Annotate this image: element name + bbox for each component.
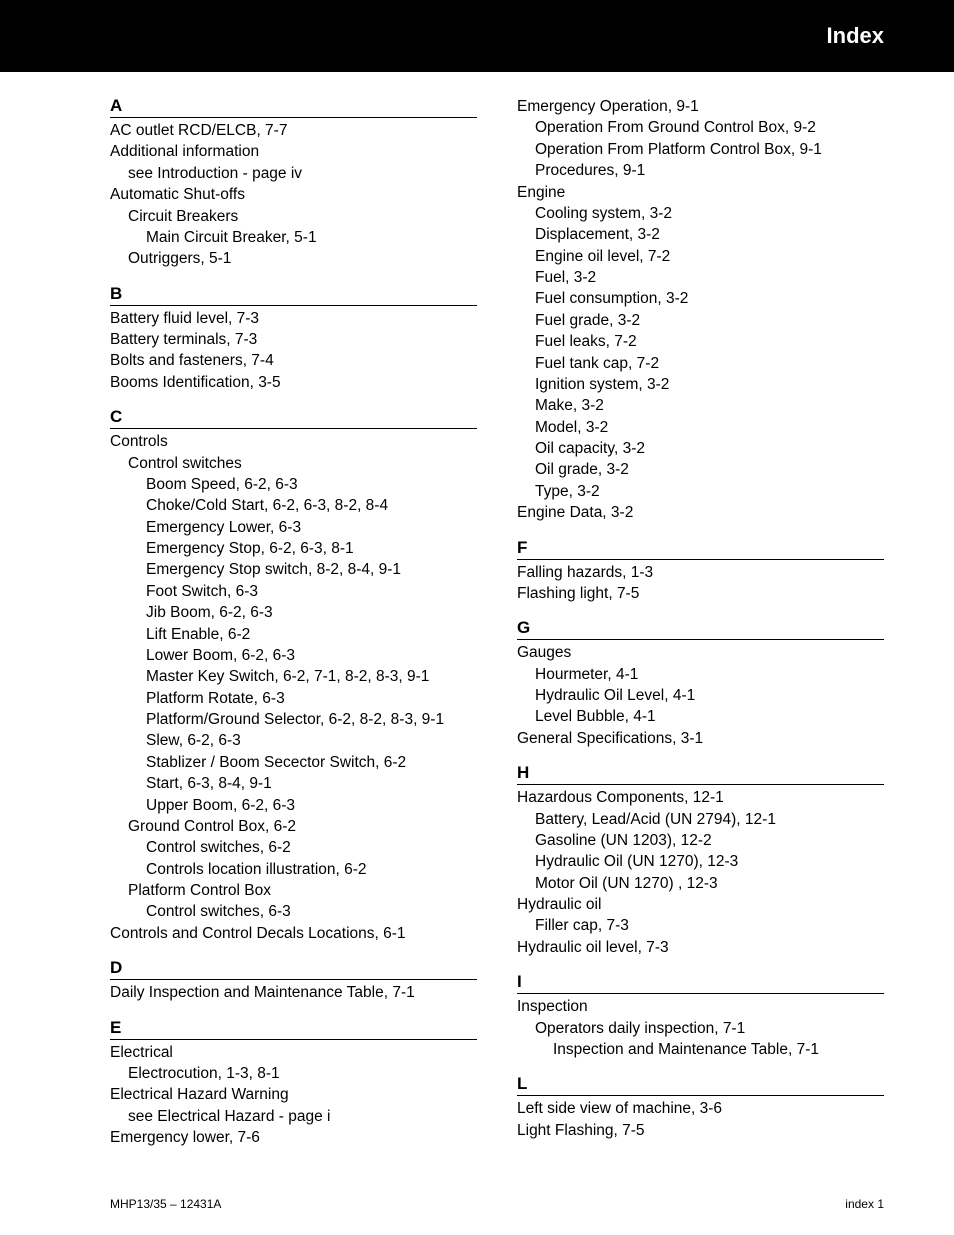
index-letter: F — [517, 538, 884, 560]
index-entry: Gauges — [517, 642, 884, 663]
index-entry: Operation From Ground Control Box, 9-2 — [517, 117, 884, 138]
index-entry: Additional information — [110, 141, 477, 162]
index-entry: Ground Control Box, 6-2 — [110, 816, 477, 837]
index-entry: Oil capacity, 3-2 — [517, 438, 884, 459]
header-bar: Index — [0, 0, 954, 72]
index-entry: Bolts and fasteners, 7-4 — [110, 350, 477, 371]
index-entry: Main Circuit Breaker, 5-1 — [110, 227, 477, 248]
index-entry: Automatic Shut-offs — [110, 184, 477, 205]
index-entry: Engine oil level, 7-2 — [517, 246, 884, 267]
index-entry: Jib Boom, 6-2, 6-3 — [110, 602, 477, 623]
index-entry: Lower Boom, 6-2, 6-3 — [110, 645, 477, 666]
index-entry: Left side view of machine, 3-6 — [517, 1098, 884, 1119]
index-entry: Platform Rotate, 6-3 — [110, 688, 477, 709]
index-entry: Emergency Operation, 9-1 — [517, 96, 884, 117]
index-entry: Booms Identification, 3-5 — [110, 372, 477, 393]
index-entry: Hourmeter, 4-1 — [517, 664, 884, 685]
index-entry: Start, 6-3, 8-4, 9-1 — [110, 773, 477, 794]
index-entry: Platform Control Box — [110, 880, 477, 901]
index-entry: see Introduction - page iv — [110, 163, 477, 184]
index-entry: Hydraulic oil — [517, 894, 884, 915]
footer: MHP13/35 – 12431A index 1 — [110, 1197, 884, 1211]
index-letter: H — [517, 763, 884, 785]
index-entry: Displacement, 3-2 — [517, 224, 884, 245]
left-column: AAC outlet RCD/ELCB, 7-7Additional infor… — [110, 96, 477, 1148]
index-entry: Model, 3-2 — [517, 417, 884, 438]
index-entry: Upper Boom, 6-2, 6-3 — [110, 795, 477, 816]
index-entry: Ignition system, 3-2 — [517, 374, 884, 395]
index-entry: Fuel grade, 3-2 — [517, 310, 884, 331]
index-letter: B — [110, 284, 477, 306]
index-entry: Slew, 6-2, 6-3 — [110, 730, 477, 751]
index-entry: Controls and Control Decals Locations, 6… — [110, 923, 477, 944]
index-letter: D — [110, 958, 477, 980]
index-entry: Choke/Cold Start, 6-2, 6-3, 8-2, 8-4 — [110, 495, 477, 516]
index-letter: A — [110, 96, 477, 118]
index-entry: Fuel tank cap, 7-2 — [517, 353, 884, 374]
index-entry: Motor Oil (UN 1270) , 12-3 — [517, 873, 884, 894]
index-entry: Make, 3-2 — [517, 395, 884, 416]
index-entry: Electrical — [110, 1042, 477, 1063]
index-entry: Hazardous Components, 12-1 — [517, 787, 884, 808]
index-entry: Electrical Hazard Warning — [110, 1084, 477, 1105]
index-entry: Filler cap, 7-3 — [517, 915, 884, 936]
index-entry: Operation From Platform Control Box, 9-1 — [517, 139, 884, 160]
index-entry: Hydraulic oil level, 7-3 — [517, 937, 884, 958]
index-entry: Fuel, 3-2 — [517, 267, 884, 288]
index-entry: Daily Inspection and Maintenance Table, … — [110, 982, 477, 1003]
index-entry: Operators daily inspection, 7-1 — [517, 1018, 884, 1039]
index-entry: Type, 3-2 — [517, 481, 884, 502]
index-entry: AC outlet RCD/ELCB, 7-7 — [110, 120, 477, 141]
index-entry: Lift Enable, 6-2 — [110, 624, 477, 645]
index-entry: Boom Speed, 6-2, 6-3 — [110, 474, 477, 495]
index-entry: Fuel leaks, 7-2 — [517, 331, 884, 352]
index-entry: Fuel consumption, 3-2 — [517, 288, 884, 309]
index-entry: Flashing light, 7-5 — [517, 583, 884, 604]
index-entry: Engine Data, 3-2 — [517, 502, 884, 523]
index-entry: Controls — [110, 431, 477, 452]
index-entry: Electrocution, 1-3, 8-1 — [110, 1063, 477, 1084]
index-entry: Circuit Breakers — [110, 206, 477, 227]
index-body: AAC outlet RCD/ELCB, 7-7Additional infor… — [0, 72, 954, 1148]
index-entry: Battery terminals, 7-3 — [110, 329, 477, 350]
index-entry: Hydraulic Oil (UN 1270), 12-3 — [517, 851, 884, 872]
index-entry: Engine — [517, 182, 884, 203]
index-entry: Falling hazards, 1-3 — [517, 562, 884, 583]
index-entry: Foot Switch, 6-3 — [110, 581, 477, 602]
index-entry: Inspection and Maintenance Table, 7-1 — [517, 1039, 884, 1060]
index-entry: Emergency Stop, 6-2, 6-3, 8-1 — [110, 538, 477, 559]
footer-left: MHP13/35 – 12431A — [110, 1197, 221, 1211]
index-entry: Battery, Lead/Acid (UN 2794), 12-1 — [517, 809, 884, 830]
index-letter: E — [110, 1018, 477, 1040]
index-entry: Emergency Stop switch, 8-2, 8-4, 9-1 — [110, 559, 477, 580]
page-title: Index — [827, 23, 884, 49]
index-entry: Platform/Ground Selector, 6-2, 8-2, 8-3,… — [110, 709, 477, 730]
index-entry: Light Flashing, 7-5 — [517, 1120, 884, 1141]
index-entry: see Electrical Hazard - page i — [110, 1106, 477, 1127]
index-entry: Hydraulic Oil Level, 4-1 — [517, 685, 884, 706]
right-column: Emergency Operation, 9-1Operation From G… — [517, 96, 884, 1148]
index-entry: Control switches — [110, 453, 477, 474]
index-entry: Master Key Switch, 6-2, 7-1, 8-2, 8-3, 9… — [110, 666, 477, 687]
index-entry: Level Bubble, 4-1 — [517, 706, 884, 727]
index-letter: G — [517, 618, 884, 640]
index-entry: General Specifications, 3-1 — [517, 728, 884, 749]
index-entry: Control switches, 6-2 — [110, 837, 477, 858]
index-entry: Cooling system, 3-2 — [517, 203, 884, 224]
index-entry: Stablizer / Boom Secector Switch, 6-2 — [110, 752, 477, 773]
index-entry: Outriggers, 5-1 — [110, 248, 477, 269]
index-entry: Inspection — [517, 996, 884, 1017]
index-entry: Gasoline (UN 1203), 12-2 — [517, 830, 884, 851]
index-entry: Controls location illustration, 6-2 — [110, 859, 477, 880]
index-letter: L — [517, 1074, 884, 1096]
index-entry: Emergency Lower, 6-3 — [110, 517, 477, 538]
index-entry: Control switches, 6-3 — [110, 901, 477, 922]
index-letter: I — [517, 972, 884, 994]
index-entry: Procedures, 9-1 — [517, 160, 884, 181]
index-entry: Emergency lower, 7-6 — [110, 1127, 477, 1148]
index-entry: Oil grade, 3-2 — [517, 459, 884, 480]
index-entry: Battery fluid level, 7-3 — [110, 308, 477, 329]
footer-right: index 1 — [845, 1197, 884, 1211]
index-letter: C — [110, 407, 477, 429]
